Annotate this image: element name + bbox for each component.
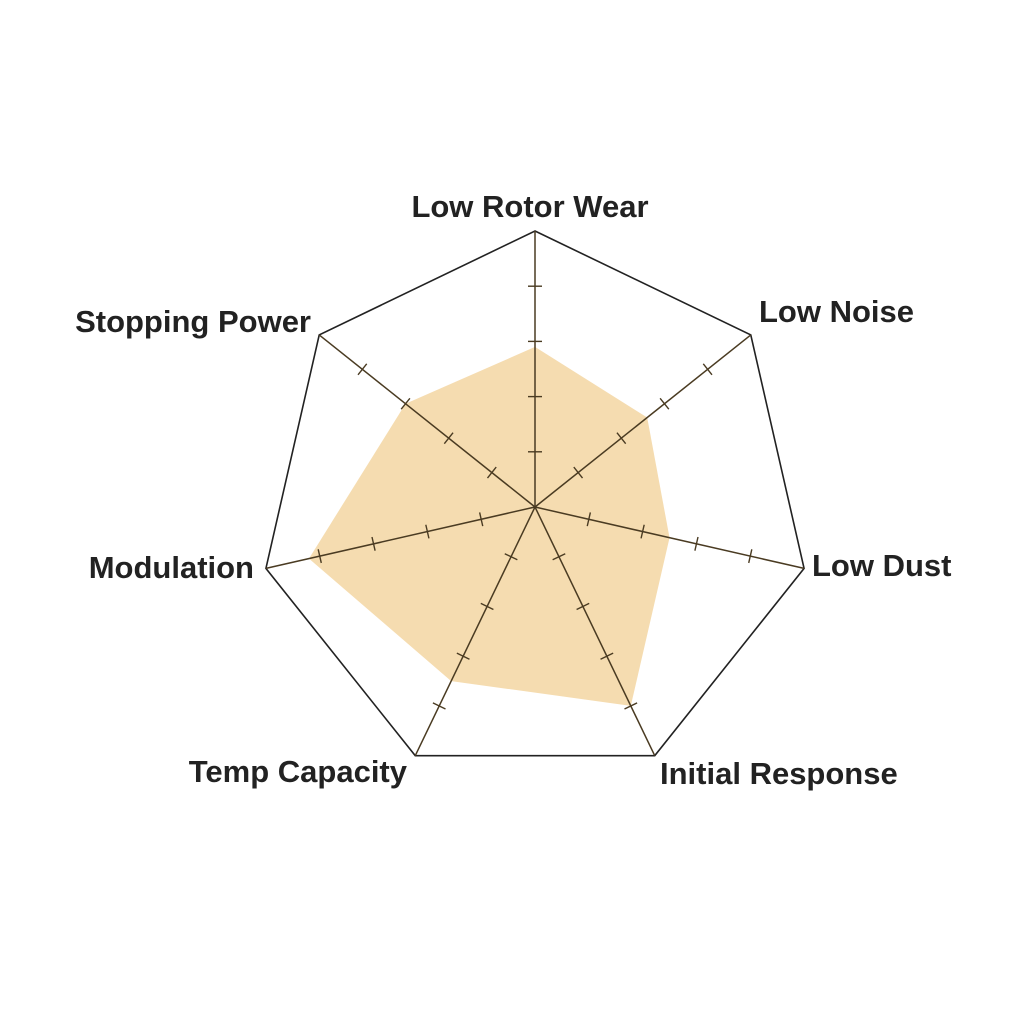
axis-tick bbox=[400, 397, 411, 410]
axis-tick bbox=[504, 553, 518, 561]
axis-tick bbox=[748, 549, 753, 564]
axis-tick bbox=[317, 549, 322, 564]
axis-label: Stopping Power bbox=[75, 304, 311, 339]
axis-tick bbox=[576, 602, 590, 611]
axis-tick bbox=[371, 536, 376, 551]
axis-tick bbox=[586, 512, 592, 527]
axis-line bbox=[414, 506, 536, 756]
axis-tick bbox=[480, 602, 494, 611]
axis-tick bbox=[478, 512, 484, 527]
axis-label: Low Noise bbox=[759, 294, 914, 329]
axis-label: Initial Response bbox=[660, 756, 898, 791]
axis-tick bbox=[552, 553, 566, 561]
axis-label: Modulation bbox=[89, 550, 254, 585]
data-area bbox=[308, 346, 670, 706]
axis-tick bbox=[659, 397, 670, 410]
axis-tick bbox=[702, 363, 713, 376]
axis-line bbox=[265, 506, 536, 570]
axis-tick bbox=[486, 466, 497, 479]
axis-line bbox=[534, 506, 805, 570]
axis-tick bbox=[694, 536, 699, 551]
axis-tick bbox=[624, 702, 638, 710]
axis-label: Low Dust bbox=[812, 548, 952, 583]
axis-tick bbox=[616, 432, 627, 445]
axis-tick bbox=[425, 524, 430, 539]
axis-tick bbox=[600, 652, 614, 660]
axis-tick bbox=[456, 652, 470, 660]
axis-tick bbox=[443, 432, 454, 445]
axis-line bbox=[534, 334, 752, 508]
axis-label: Low Rotor Wear bbox=[411, 189, 648, 224]
outer-frame bbox=[265, 230, 805, 757]
axis-line bbox=[318, 334, 536, 508]
axis-tick bbox=[573, 466, 584, 479]
axis-tick bbox=[357, 363, 368, 376]
axis-line bbox=[534, 506, 656, 756]
axis-tick bbox=[640, 524, 645, 539]
axis-label: Temp Capacity bbox=[189, 754, 408, 789]
axis-tick bbox=[432, 702, 446, 710]
